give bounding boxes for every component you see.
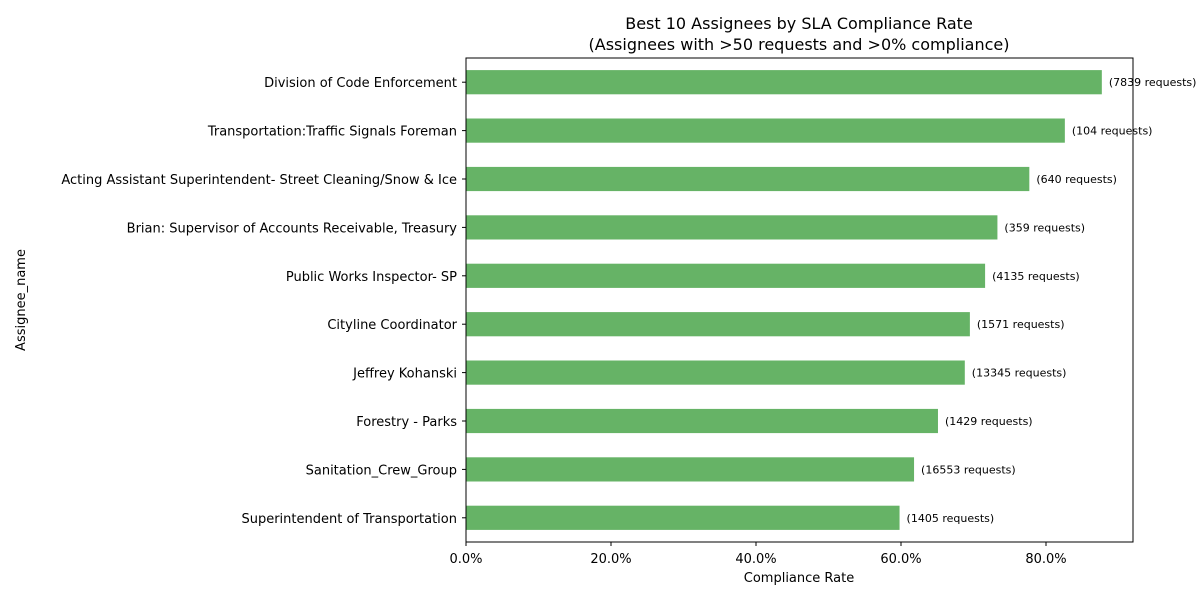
bar bbox=[466, 215, 998, 240]
bar-data-label: (4135 requests) bbox=[992, 270, 1080, 283]
y-tick-label: Acting Assistant Superintendent- Street … bbox=[61, 173, 457, 188]
bar bbox=[466, 360, 965, 385]
y-tick-labels: Division of Code Enforcement Transportati… bbox=[61, 76, 466, 527]
y-tick-label: Superintendent of Transportation bbox=[241, 512, 457, 527]
bar-data-label: (1429 requests) bbox=[945, 415, 1033, 428]
bar-data-label: (1571 requests) bbox=[977, 318, 1065, 331]
bar bbox=[466, 263, 986, 288]
y-tick-label: Cityline Coordinator bbox=[327, 318, 457, 333]
bar bbox=[466, 312, 970, 337]
bar bbox=[466, 505, 900, 530]
plot-frame bbox=[465, 57, 1134, 543]
bar bbox=[466, 118, 1065, 143]
bar bbox=[466, 457, 915, 482]
x-tick-label: 20.0% bbox=[590, 552, 631, 567]
x-axis-label: Compliance Rate bbox=[744, 571, 854, 586]
y-tick-label: Brian: Supervisor of Accounts Receivable… bbox=[127, 221, 458, 236]
chart-title: Best 10 Assignees by SLA Compliance Rate bbox=[625, 14, 973, 33]
y-tick-label: Forestry - Parks bbox=[356, 415, 457, 430]
bar-data-label: (359 requests) bbox=[1004, 221, 1085, 234]
y-tick-label: Transportation:Traffic Signals Foreman bbox=[207, 125, 457, 140]
y-tick-label: Public Works Inspector- SP bbox=[286, 270, 457, 285]
y-tick-label: Jeffrey Kohanski bbox=[352, 367, 457, 382]
chart-subtitle: (Assignees with >50 requests and >0% com… bbox=[589, 35, 1010, 54]
bar-data-label: (7839 requests) bbox=[1109, 76, 1197, 89]
bar-data-label: (104 requests) bbox=[1072, 125, 1153, 138]
y-tick-label: Division of Code Enforcement bbox=[264, 76, 457, 91]
bar-data-label: (1405 requests) bbox=[907, 512, 995, 525]
data-labels: (7839 requests) (104 requests) (640 reques… bbox=[907, 76, 1197, 525]
x-tick-label: 40.0% bbox=[735, 552, 776, 567]
bar-data-label: (16553 requests) bbox=[921, 463, 1016, 476]
bar bbox=[466, 166, 1030, 192]
bar-data-label: (640 requests) bbox=[1036, 173, 1117, 186]
x-tick-label: 60.0% bbox=[880, 552, 921, 567]
x-ticks: 0.0% 20.0% 40.0% 60.0% 80.0% bbox=[449, 542, 1067, 567]
bar bbox=[466, 408, 938, 434]
bars-group bbox=[466, 70, 1102, 530]
y-tick-label: Sanitation_Crew_Group bbox=[306, 463, 457, 478]
x-tick-label: 0.0% bbox=[449, 552, 482, 567]
bar bbox=[466, 70, 1102, 95]
bar-data-label: (13345 requests) bbox=[972, 367, 1067, 380]
x-tick-label: 80.0% bbox=[1025, 552, 1066, 567]
y-axis-label: Assignee_name bbox=[14, 249, 29, 351]
